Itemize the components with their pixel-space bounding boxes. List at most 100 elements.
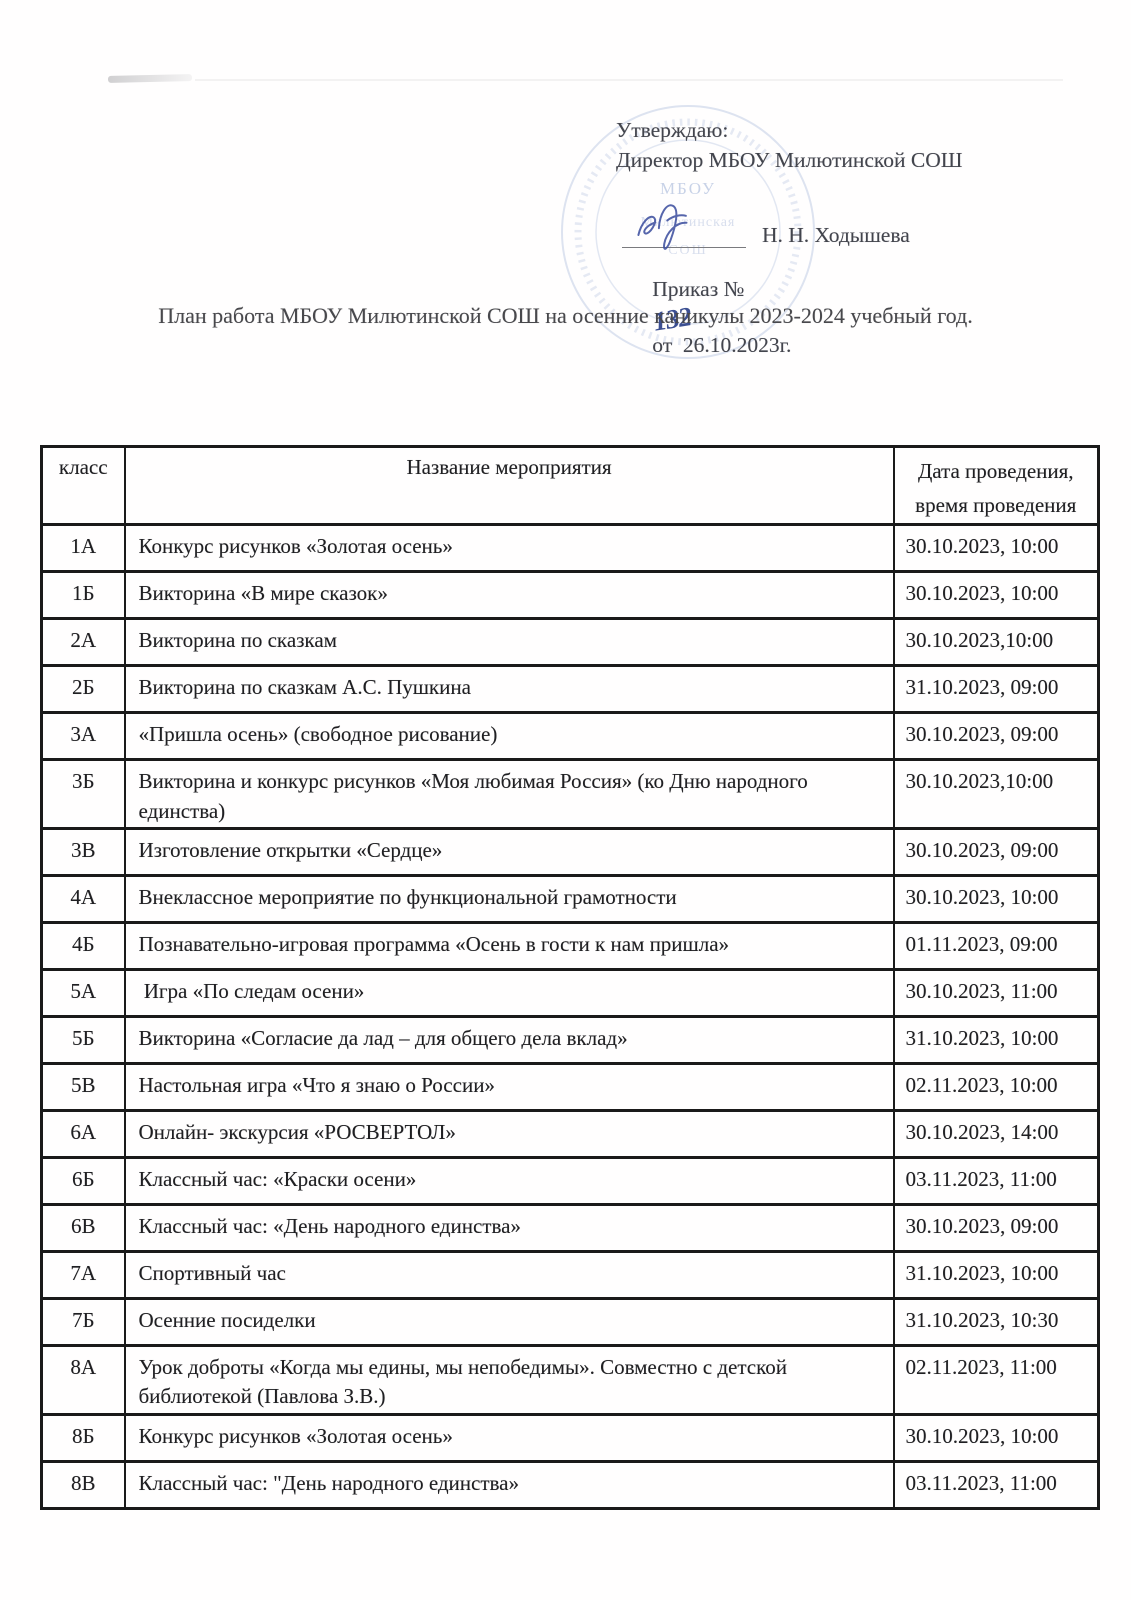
school-round-stamp: МБОУ Милютинская СОШ (548, 92, 828, 372)
cell-class: 5А (40, 967, 126, 1018)
cell-date: 30.10.2023,10:00 (892, 617, 1100, 668)
stamp-text-line1: МБОУ (660, 179, 716, 198)
cell-class: 8А (40, 1343, 126, 1416)
table-row: 4А Внеклассное мероприятие по функционал… (40, 873, 1100, 924)
cell-date: 31.10.2023, 10:30 (892, 1296, 1100, 1347)
table-row: 4Б Познавательно-игровая программа «Осен… (40, 920, 1100, 971)
cell-event: Викторина и конкурс рисунков «Моя любима… (123, 758, 895, 830)
table-header-row: класс Название мероприятия Дата проведен… (40, 444, 1100, 527)
col-header-event: Название мероприятия (123, 444, 895, 527)
cell-event: Классный час: «Краски осени» (123, 1155, 895, 1206)
cell-class: 5В (40, 1061, 126, 1112)
cell-event: Викторина «Согласие да лад – для общего … (123, 1014, 895, 1065)
cell-class: 4Б (40, 920, 126, 971)
stamp-text-line2: Милютинская (641, 215, 736, 230)
table-row: 2Б Викторина по сказкам А.С. Пушкина 31.… (40, 664, 1100, 715)
cell-class: 4А (40, 873, 126, 924)
cell-class: 6Б (40, 1155, 126, 1206)
scan-smudge (107, 74, 193, 83)
order-suffix: от 26.10.2023г. (652, 333, 792, 357)
table-row: 5В Настольная игра «Что я знаю о России»… (40, 1061, 1100, 1112)
table-row: 6Б Классный час: «Краски осени» 03.11.20… (40, 1155, 1100, 1206)
col-header-class: класс (40, 444, 126, 527)
cell-date: 31.10.2023, 10:00 (892, 1249, 1100, 1300)
document-title: План работа МБОУ Милютинской СОШ на осен… (158, 303, 973, 328)
cell-event: Внеклассное мероприятие по функционально… (123, 873, 895, 924)
table-row: 6В Классный час: «День народного единств… (40, 1202, 1100, 1253)
signature-row: Н. Н. Ходышева (622, 190, 1062, 256)
cell-date: 30.10.2023, 10:00 (892, 873, 1100, 924)
cell-class: 8В (40, 1459, 126, 1510)
table-row: 8Б Конкурс рисунков «Золотая осень» 30.1… (40, 1412, 1100, 1463)
cell-event: «Пришла осень» (свободное рисование) (123, 711, 895, 762)
table-row: 2А Викторина по сказкам 30.10.2023,10:00 (40, 617, 1100, 668)
table-row: 3А «Пришла осень» (свободное рисование) … (40, 711, 1100, 762)
cell-event: Урок доброты «Когда мы едины, мы непобед… (123, 1343, 895, 1416)
signature-name: Н. Н. Ходышева (762, 223, 910, 247)
table-row: 8В Классный час: "День народного единств… (40, 1459, 1100, 1510)
cell-class: 6А (40, 1108, 126, 1159)
cell-event: Спортивный час (123, 1249, 895, 1300)
table-row: 5Б Викторина «Согласие да лад – для обще… (40, 1014, 1100, 1065)
stamp-icon: МБОУ Милютинская СОШ (561, 105, 815, 359)
signature-scribble-icon (637, 204, 688, 250)
cell-date: 30.10.2023, 10:00 (892, 570, 1100, 621)
cell-date: 30.10.2023, 10:00 (892, 523, 1100, 574)
approval-line-2: Директор МБОУ Милютинской СОШ (616, 148, 963, 172)
table-row: 1Б Викторина «В мире сказок» 30.10.2023,… (40, 570, 1100, 621)
cell-event: Игра «По следам осени» (123, 967, 895, 1018)
cell-event: Классный час: «День народного единства» (123, 1202, 895, 1253)
cell-date: 30.10.2023, 09:00 (892, 1202, 1100, 1253)
cell-class: 6В (40, 1202, 126, 1253)
cell-class: 2Б (40, 664, 126, 715)
cell-event: Викторина по сказкам (123, 617, 895, 668)
cell-date: 03.11.2023, 11:00 (892, 1155, 1100, 1206)
cell-class: 3Б (40, 758, 126, 830)
cell-class: 3В (40, 826, 126, 877)
cell-date: 01.11.2023, 09:00 (892, 920, 1100, 971)
cell-class: 3А (40, 711, 126, 762)
cell-event: Конкурс рисунков «Золотая осень» (123, 523, 895, 574)
scan-smudge-line (195, 79, 1063, 81)
cell-event: Онлайн- экскурсия «РОСВЕРТОЛ» (123, 1108, 895, 1159)
order-prefix: Приказ № (652, 277, 745, 301)
table-row: 5А Игра «По следам осени» 30.10.2023, 11… (40, 967, 1100, 1018)
cell-class: 1Б (40, 570, 126, 621)
cell-event: Настольная игра «Что я знаю о России» (123, 1061, 895, 1112)
cell-event: Викторина по сказкам А.С. Пушкина (123, 664, 895, 715)
table-row: 1А Конкурс рисунков «Золотая осень» 30.1… (40, 523, 1100, 574)
table-row: 3Б Викторина и конкурс рисунков «Моя люб… (40, 758, 1100, 830)
cell-date: 30.10.2023,10:00 (892, 758, 1100, 830)
signature-line (622, 247, 746, 248)
approval-block: Утверждаю: Директор МБОУ Милютинской СОШ… (612, 118, 1092, 357)
cell-date: 30.10.2023, 09:00 (892, 826, 1100, 877)
cell-class: 8Б (40, 1412, 126, 1463)
col-header-date: Дата проведения, время проведения (892, 444, 1100, 527)
table-row: 3В Изготовление открытки «Сердце» 30.10.… (40, 826, 1100, 877)
cell-event: Изготовление открытки «Сердце» (123, 826, 895, 877)
cell-event: Викторина «В мире сказок» (123, 570, 895, 621)
cell-date: 30.10.2023, 09:00 (892, 711, 1100, 762)
order-line: Приказ № 132 от 26.10.2023г. (620, 252, 791, 383)
cell-class: 7А (40, 1249, 126, 1300)
cell-class: 5Б (40, 1014, 126, 1065)
cell-event: Познавательно-игровая программа «Осень в… (123, 920, 895, 971)
cell-class: 7Б (40, 1296, 126, 1347)
events-table: класс Название мероприятия Дата проведен… (40, 444, 1100, 1510)
cell-class: 1А (40, 523, 126, 574)
cell-date: 02.11.2023, 11:00 (892, 1343, 1100, 1416)
table-row: 7А Спортивный час 31.10.2023, 10:00 (40, 1249, 1100, 1300)
approval-line-1: Утверждаю: (616, 118, 729, 142)
table-row: 7Б Осенние посиделки 31.10.2023, 10:30 (40, 1296, 1100, 1347)
cell-date: 03.11.2023, 11:00 (892, 1459, 1100, 1510)
cell-date: 30.10.2023, 11:00 (892, 967, 1100, 1018)
cell-class: 2А (40, 617, 126, 668)
cell-date: 31.10.2023, 10:00 (892, 1014, 1100, 1065)
cell-event: Конкурс рисунков «Золотая осень» (123, 1412, 895, 1463)
table-row: 6А Онлайн- экскурсия «РОСВЕРТОЛ» 30.10.2… (40, 1108, 1100, 1159)
cell-event: Осенние посиделки (123, 1296, 895, 1347)
stamp-text-line3: СОШ (668, 243, 708, 258)
table-row: 8А Урок доброты «Когда мы едины, мы непо… (40, 1343, 1100, 1416)
cell-date: 30.10.2023, 14:00 (892, 1108, 1100, 1159)
